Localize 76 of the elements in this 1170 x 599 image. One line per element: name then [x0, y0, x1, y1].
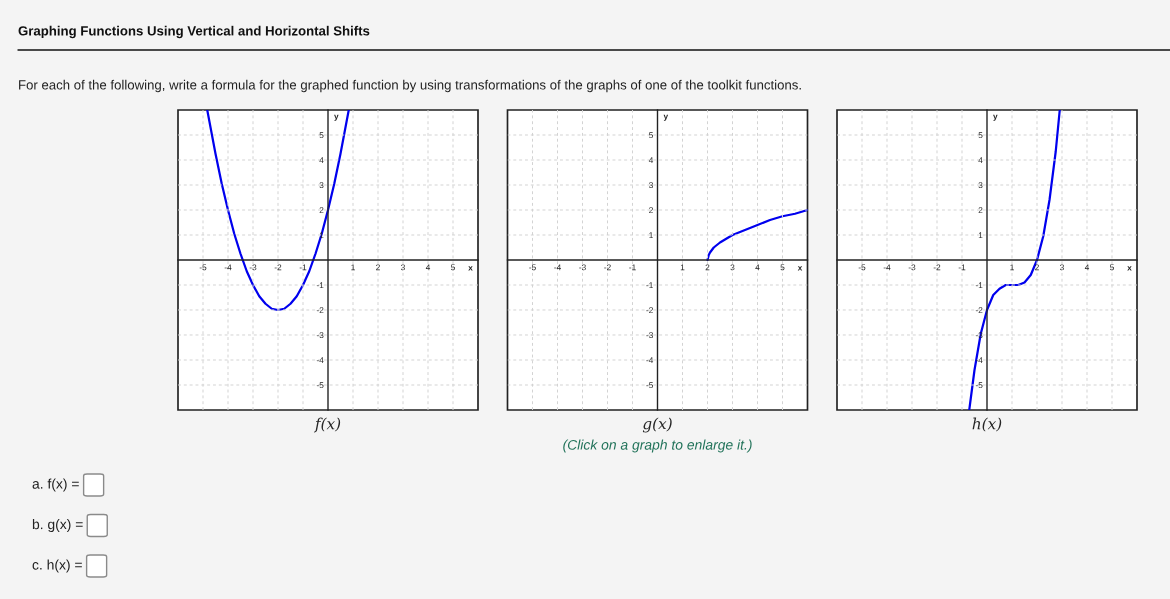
x-tick-label: 3	[401, 264, 405, 271]
y-tick-label: -1	[316, 282, 324, 289]
line-series	[968, 110, 1061, 410]
x-tick-label: 3	[730, 264, 735, 271]
x-tick-label: -4	[554, 264, 561, 271]
y-tick-label: 2	[978, 207, 983, 214]
x-tick-label: 4	[1084, 264, 1090, 271]
x-tick-label: 1	[1010, 264, 1014, 271]
x-tick-label: -4	[883, 264, 891, 271]
x-tick-label: -2	[604, 264, 611, 271]
x-tick-label: -1	[299, 264, 307, 271]
y-tick-label: 3	[978, 182, 983, 189]
x-tick-label: 4	[755, 264, 760, 271]
x-tick-label: 1	[680, 264, 685, 271]
y-tick-label: -4	[646, 357, 654, 364]
y-tick-label: -4	[316, 357, 324, 364]
x-tick-label: 2	[1035, 264, 1039, 271]
y-tick-label: 3	[649, 182, 653, 189]
y-tick-label: -2	[975, 307, 983, 314]
y-tick-label: 1	[978, 232, 983, 239]
y-tick-label: 5	[978, 132, 983, 139]
x-tick-label: -3	[249, 264, 257, 271]
y-axis-title: y	[993, 114, 998, 121]
y-axis-title: y	[663, 114, 669, 121]
x-tick-label: 5	[1110, 264, 1114, 271]
y-tick-label: -3	[646, 332, 653, 339]
y-tick-label: -5	[316, 382, 324, 389]
y-tick-label: -5	[975, 382, 983, 389]
x-tick-label: 4	[425, 264, 431, 271]
x-tick-label: -2	[933, 264, 941, 271]
y-tick-label: -1	[975, 282, 983, 289]
x-tick-label: -4	[224, 264, 232, 271]
x-tick-label: -1	[958, 264, 966, 271]
y-tick-label: -5	[646, 382, 653, 389]
x-axis-title: x	[1127, 266, 1132, 271]
text: a. f(x) =	[32, 478, 79, 492]
y-tick-label: -1	[646, 282, 653, 289]
x-tick-label: 5	[780, 264, 785, 271]
y-tick-label: -2	[646, 307, 653, 314]
x-tick-label: 5	[451, 264, 455, 271]
text: (Click on a graph to enlarge it.)	[563, 439, 752, 453]
x-tick-label: -2	[274, 264, 282, 271]
x-tick-label: -3	[579, 264, 586, 271]
y-tick-label: 1	[649, 232, 653, 239]
y-axis-title: y	[334, 114, 339, 121]
chart-title: Graphing Functions Using Vertical and Horizontal Shifts	[18, 25, 370, 39]
y-tick-label: 3	[319, 182, 324, 189]
y-tick-label: 5	[649, 132, 653, 139]
x-tick-label: 2	[376, 264, 380, 271]
y-tick-label: 2	[649, 207, 653, 214]
y-tick-label: 2	[319, 207, 324, 214]
text: f(x)	[313, 417, 341, 433]
x-axis-title: x	[797, 266, 803, 271]
text: c. h(x) =	[32, 559, 82, 573]
text: h(x)	[972, 417, 1002, 432]
x-tick-label: 3	[1060, 264, 1064, 271]
y-tick-label: 4	[648, 157, 654, 164]
x-tick-label: -5	[529, 264, 536, 271]
y-tick-label: 4	[978, 157, 983, 164]
x-tick-label: 2	[705, 264, 710, 271]
chart-subtitle: For each of the following, write a formula for the graphed function by using transformations of the graphs of one of the toolkit functions.	[19, 79, 801, 93]
x-axis-title: x	[468, 266, 473, 271]
text: b. g(x) =	[32, 519, 83, 532]
y-tick-label: 1	[319, 232, 324, 239]
text: g(x)	[642, 417, 672, 433]
line-series	[206, 110, 350, 312]
x-tick-label: -5	[199, 264, 207, 271]
x-tick-label: -3	[908, 264, 916, 271]
line-series	[706, 208, 808, 262]
x-tick-label: 1	[351, 264, 355, 271]
y-tick-label: 4	[319, 157, 324, 164]
x-tick-label: -5	[858, 264, 866, 271]
x-tick-label: -1	[629, 264, 636, 271]
y-tick-label: -2	[316, 307, 324, 314]
y-tick-label: 5	[319, 132, 324, 139]
y-tick-label: -3	[316, 332, 324, 339]
